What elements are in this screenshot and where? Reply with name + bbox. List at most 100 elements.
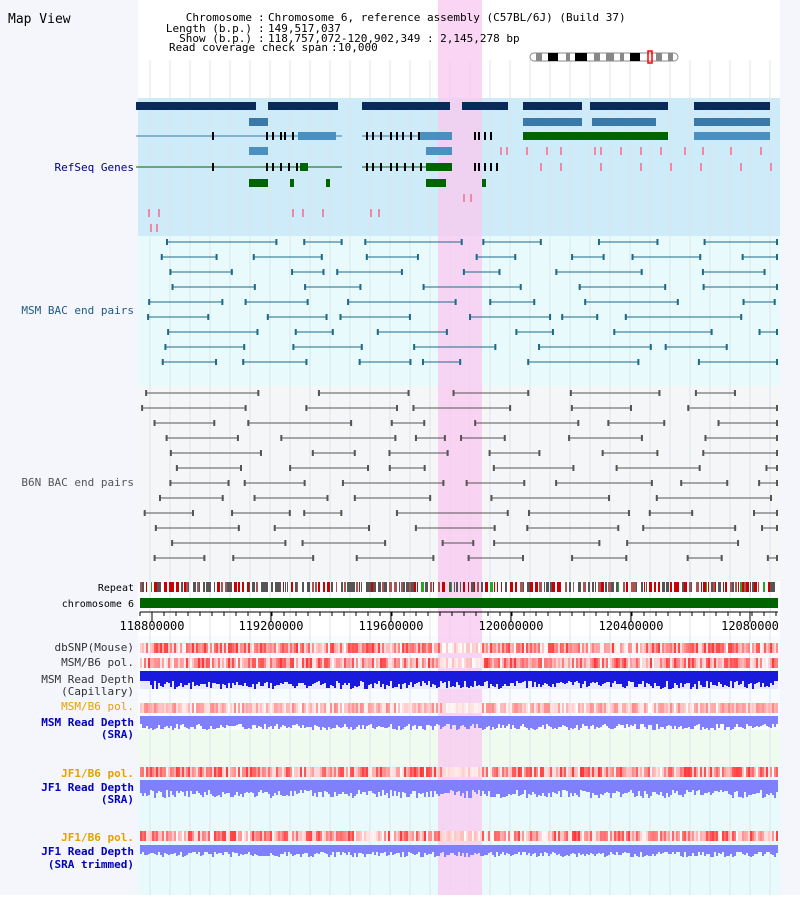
track-label-jf1-pol-trimmed[interactable]: JF1/B6 pol. <box>61 831 134 844</box>
depth-bar <box>530 716 532 728</box>
depth-bar <box>638 671 640 684</box>
polymorphism-cell <box>148 643 150 653</box>
msm-bac-end <box>702 284 705 290</box>
depth-bar <box>254 845 256 854</box>
polymorphism-cell <box>538 767 540 777</box>
depth-bar <box>174 780 176 797</box>
track-label-jf1-depth-sra[interactable]: JF1 Read Depth <box>41 781 134 794</box>
depth-bar <box>658 671 660 686</box>
depth-bar <box>382 671 384 684</box>
repeat-track[interactable] <box>140 582 775 592</box>
track-label-dbsnp[interactable]: dbSNP(Mouse) <box>55 641 134 654</box>
b6n-bac-end <box>720 555 723 561</box>
polymorphism-cell <box>744 831 746 841</box>
depth-bar <box>146 780 148 796</box>
polymorphism-cell <box>342 643 344 653</box>
polymorphism-cell <box>370 831 372 841</box>
polymorphism-cell <box>200 703 202 713</box>
depth-bar <box>440 716 442 729</box>
polymorphism-cell <box>238 703 240 713</box>
polymorphism-cell <box>584 767 586 777</box>
refseq-genes-track[interactable] <box>136 102 772 232</box>
polymorphism-cell <box>466 703 468 713</box>
msm-bac-end <box>459 359 462 365</box>
polymorphism-cell <box>220 703 222 713</box>
track-label-msm-depth-capillary[interactable]: MSM Read Depth <box>41 673 134 686</box>
depth-bar <box>766 716 768 726</box>
b6n-bac-track[interactable] <box>141 390 778 561</box>
track-label-jf1-pol[interactable]: JF1/B6 pol. <box>61 767 134 780</box>
depth-bar <box>672 845 674 852</box>
depth-bar <box>762 671 764 683</box>
repeat-element <box>746 582 749 592</box>
depth-bar <box>370 780 372 791</box>
polymorphism-cell <box>174 831 176 841</box>
polymorphism-cell <box>360 703 362 713</box>
depth-bar <box>640 671 642 684</box>
refseq-gene-block <box>249 179 268 187</box>
polymorphism-cell <box>536 767 538 777</box>
depth-bar <box>706 780 708 793</box>
chromosome-ideogram[interactable] <box>529 50 679 64</box>
polymorphism-cell <box>230 703 232 713</box>
depth-bar <box>334 716 336 728</box>
polymorphism-cell <box>308 703 310 713</box>
depth-bar <box>340 716 342 728</box>
polymorphism-cell <box>336 831 338 841</box>
depth-bar <box>366 671 368 689</box>
polymorphism-cell <box>710 643 712 653</box>
depth-bar <box>190 716 192 727</box>
msm-bac-end <box>454 299 457 305</box>
polymorphism-cell <box>204 767 206 777</box>
depth-bar <box>714 716 716 730</box>
read-depth-tracks[interactable] <box>140 671 778 857</box>
depth-bar <box>546 780 548 797</box>
track-label-repeat[interactable]: Repeat <box>98 583 134 594</box>
polymorphism-cell <box>424 831 426 841</box>
track-label-msm-bac[interactable]: MSM BAC end pairs <box>21 304 134 317</box>
polymorphism-cell <box>754 643 756 653</box>
track-label-msm-pol-sra[interactable]: MSM/B6 pol. <box>61 700 134 713</box>
depth-bar <box>628 780 630 792</box>
polymorphism-cell <box>606 643 608 653</box>
depth-bar <box>682 780 684 797</box>
polymorphism-cell <box>206 658 208 668</box>
track-label-msm-depth-sra[interactable]: MSM Read Depth <box>41 716 134 729</box>
polymorphism-cell <box>246 643 248 653</box>
depth-bar <box>360 671 362 681</box>
polymorphism-cell <box>450 658 452 668</box>
polymorphism-heat-tracks[interactable] <box>140 643 778 841</box>
depth-bar <box>306 780 308 791</box>
polymorphism-cell <box>646 831 648 841</box>
depth-bar <box>316 780 318 797</box>
polymorphism-cell <box>604 658 606 668</box>
polymorphism-cell <box>708 767 710 777</box>
polymorphism-cell <box>384 703 386 713</box>
depth-bar <box>454 780 456 795</box>
depth-bar <box>618 845 620 855</box>
depth-bar <box>762 845 764 856</box>
msm-bac-track[interactable] <box>147 239 778 365</box>
track-label-b6n-bac[interactable]: B6N BAC end pairs <box>21 476 134 489</box>
polymorphism-cell <box>396 831 398 841</box>
depth-bar <box>204 780 206 792</box>
chromosome-bar[interactable] <box>140 598 778 608</box>
depth-bar <box>626 671 628 686</box>
axis-tick-label: 118800000 <box>119 619 184 633</box>
track-label-refseq[interactable]: RefSeq Genes <box>55 161 134 174</box>
polymorphism-cell <box>406 658 408 668</box>
depth-bar <box>458 845 460 852</box>
track-label-jf1-depth-trimmed[interactable]: JF1 Read Depth <box>41 845 134 858</box>
depth-bar <box>536 716 538 729</box>
track-label-msm-pol[interactable]: MSM/B6 pol. <box>61 656 134 669</box>
polymorphism-cell <box>722 643 724 653</box>
polymorphism-cell <box>256 703 258 713</box>
polymorphism-cell <box>440 703 442 713</box>
depth-bar <box>224 716 226 728</box>
polymorphism-cell <box>282 831 284 841</box>
depth-bar <box>738 716 740 727</box>
depth-bar <box>488 716 490 726</box>
depth-bar <box>264 671 266 683</box>
polymorphism-cell <box>546 643 548 653</box>
